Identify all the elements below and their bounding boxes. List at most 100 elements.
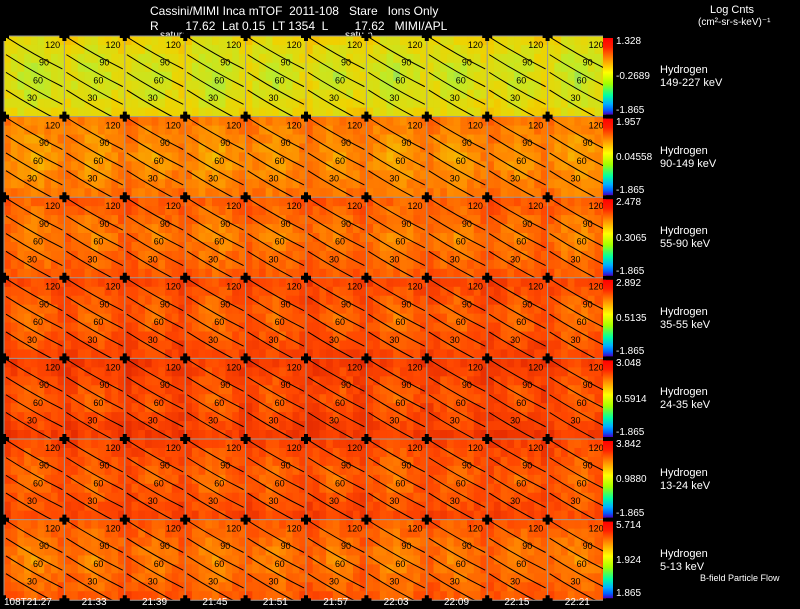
- heatmap-cell: [97, 447, 106, 458]
- heatmap-cell: [440, 268, 448, 279]
- heatmap-cell: [64, 412, 72, 422]
- heatmap-cell: [218, 483, 226, 494]
- heatmap-cell: [124, 161, 132, 171]
- heatmap-cell: [379, 286, 387, 297]
- heatmap-cell: [306, 134, 314, 144]
- heatmap-cell: [527, 116, 535, 126]
- heatmap-cell: [285, 483, 293, 494]
- heatmap-cell: [299, 268, 307, 279]
- heatmap-cell: [118, 376, 126, 386]
- heatmap-cell: [393, 322, 401, 332]
- heatmap-cell: [238, 125, 246, 135]
- heatmap-cell: [218, 250, 226, 261]
- heatmap-cell: [480, 394, 488, 404]
- heatmap-cell: [171, 188, 179, 198]
- heatmap-cell: [37, 80, 45, 91]
- heatmap-cell: [245, 215, 253, 225]
- contour-label: 60: [335, 237, 345, 247]
- pitch-angle-contour: [368, 278, 426, 312]
- heatmap-cell: [151, 268, 159, 279]
- heatmap-cell: [352, 98, 361, 109]
- heatmap-cell: [64, 36, 72, 46]
- heatmap-cell: [44, 62, 52, 73]
- heatmap-cell: [285, 62, 293, 73]
- contour-label: 30: [208, 174, 218, 184]
- heatmap-cell: [285, 188, 293, 198]
- heatmap-cell: [574, 295, 582, 306]
- contour-label: 30: [329, 174, 339, 184]
- heatmap-cell: [178, 447, 186, 458]
- heatmap-cell: [212, 233, 220, 243]
- heatmap-cell: [178, 474, 186, 485]
- heatmap-cell: [118, 313, 126, 323]
- heatmap-cell: [480, 268, 488, 279]
- heatmap-cell: [453, 313, 461, 323]
- heatmap-cell: [366, 295, 374, 306]
- heatmap-cell: [440, 107, 448, 117]
- heatmap-cell: [198, 80, 206, 91]
- heatmap-cell: [64, 206, 72, 216]
- heatmap-cell: [520, 322, 528, 332]
- heatmap-cell: [71, 188, 79, 198]
- heatmap-cell: [71, 456, 79, 467]
- heatmap-cell: [218, 313, 226, 323]
- heatmap-cell: [306, 483, 314, 494]
- heatmap-cell: [366, 98, 374, 109]
- heatmap-cell: [252, 403, 260, 413]
- heatmap-cell: [493, 376, 502, 386]
- heatmap-cell: [581, 277, 589, 288]
- heatmap-cell: [554, 71, 562, 82]
- heatmap-cell: [433, 89, 441, 100]
- heatmap-cell: [171, 367, 179, 377]
- heatmap-cell: [131, 465, 139, 476]
- heatmap-cell: [352, 259, 361, 270]
- heatmap-cell: [339, 36, 347, 46]
- contour-label: 120: [287, 40, 302, 50]
- heatmap-cell: [433, 412, 441, 422]
- heatmap-cell: [312, 403, 320, 413]
- heatmap-cell: [446, 376, 455, 386]
- heatmap-cell: [514, 286, 522, 297]
- heatmap-cell: [185, 501, 193, 512]
- heatmap-cell: [514, 403, 522, 413]
- pitch-angle-contour: [549, 313, 607, 347]
- heatmap-cell: [339, 197, 347, 207]
- heatmap-cell: [131, 161, 139, 171]
- heatmap-cell: [171, 107, 179, 117]
- heatmap-cell: [332, 277, 340, 288]
- heatmap-cell: [440, 376, 448, 386]
- heatmap-cell: [118, 277, 126, 288]
- heatmap-cell: [252, 295, 260, 306]
- heatmap-cell: [97, 474, 106, 485]
- contour-label: 60: [335, 75, 345, 85]
- heatmap-cell: [514, 44, 522, 55]
- heatmap-cell: [433, 358, 441, 368]
- heatmap-cell: [191, 322, 200, 332]
- heatmap-cell: [420, 358, 428, 368]
- heatmap-cell: [131, 421, 139, 431]
- pitch-angle-contour: [549, 376, 607, 410]
- heatmap-cell: [104, 62, 112, 73]
- heatmap-cell: [4, 439, 12, 449]
- heatmap-cell: [581, 206, 589, 216]
- contour-label: 90: [401, 219, 411, 229]
- heatmap-cell: [527, 241, 535, 252]
- heatmap-cell: [238, 197, 246, 207]
- heatmap-cell: [279, 376, 287, 386]
- heatmap-cell: [561, 215, 569, 225]
- heatmap-cell: [581, 394, 589, 404]
- heatmap-cell: [574, 277, 582, 288]
- heatmap-cell: [453, 421, 461, 431]
- heatmap-cell: [124, 125, 132, 135]
- heatmap-cell: [339, 143, 347, 153]
- heatmap-cell: [185, 197, 193, 207]
- heatmap-cell: [151, 36, 159, 46]
- heatmap-cell: [547, 44, 555, 55]
- heatmap-cell: [124, 403, 132, 413]
- heatmap-cell: [185, 322, 193, 332]
- heatmap-cell: [292, 421, 300, 431]
- heatmap-cell: [4, 447, 12, 458]
- heatmap-cell: [306, 80, 314, 91]
- heatmap-cell: [225, 179, 233, 189]
